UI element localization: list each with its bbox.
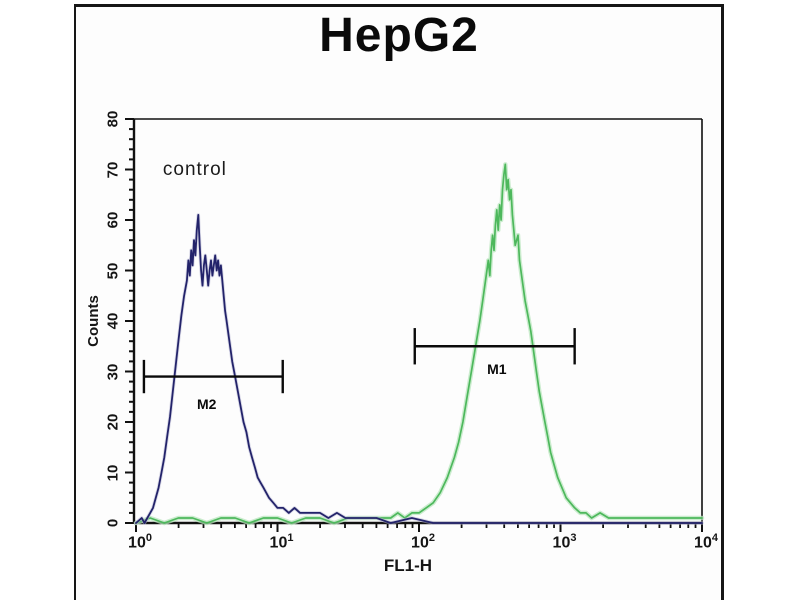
y-tick-label: 40 xyxy=(104,312,122,330)
m1-marker-label: M1 xyxy=(487,360,507,377)
x-tick-label: 101 xyxy=(269,532,294,552)
y-tick-label: 20 xyxy=(104,413,122,431)
positive-curve-halo xyxy=(133,162,705,526)
y-tick-label: 60 xyxy=(104,211,122,229)
control-annotation: control xyxy=(162,158,227,180)
control-curve-halo xyxy=(134,213,704,525)
y-tick-label: 50 xyxy=(104,262,122,279)
x-tick-label: 103 xyxy=(552,532,577,552)
x-tick-label: 104 xyxy=(694,532,718,552)
x-tick-label: 100 xyxy=(128,532,152,552)
chart-title: HepG2 xyxy=(319,9,479,62)
control-curve xyxy=(135,213,703,524)
y-tick-label: 70 xyxy=(104,161,122,178)
x-axis-title: FL1-H xyxy=(383,556,433,575)
y-tick-label: 0 xyxy=(104,518,122,528)
x-tick-label: 102 xyxy=(411,532,435,552)
y-tick-label: 10 xyxy=(104,464,122,481)
y-tick-label: 30 xyxy=(104,363,122,380)
positive-curve xyxy=(135,163,703,524)
y-tick-label: 80 xyxy=(104,110,122,128)
m2-marker-label: M2 xyxy=(197,396,217,413)
